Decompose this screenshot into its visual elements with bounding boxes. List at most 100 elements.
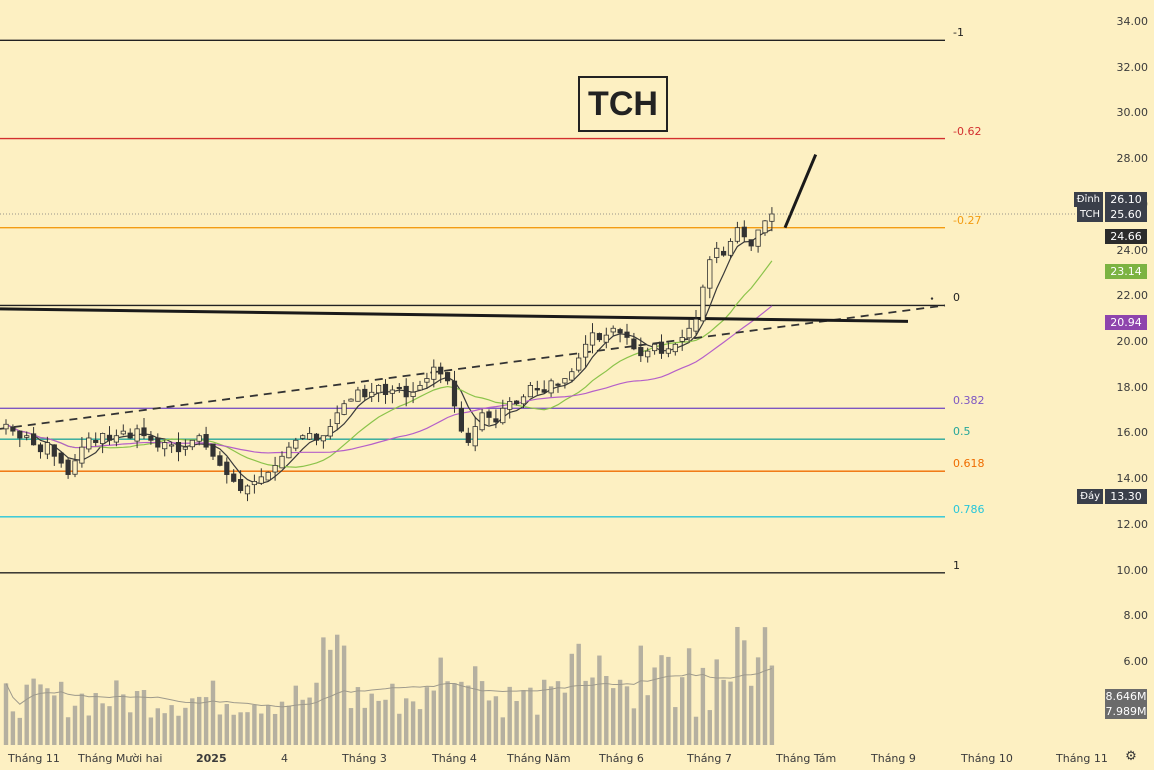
- candle-body: [65, 459, 71, 475]
- time-tick-label: Tháng 7: [687, 752, 732, 765]
- volume-bar: [314, 682, 319, 745]
- price-tick-label: 8.00: [1123, 609, 1149, 623]
- candle-body: [472, 426, 478, 447]
- volume-bar: [197, 696, 202, 745]
- candle-body: [748, 239, 754, 247]
- volume-bar: [252, 704, 257, 745]
- volume-bar: [259, 713, 264, 745]
- volume-bar: [597, 655, 602, 745]
- volume-bar: [24, 684, 29, 745]
- candle-body: [569, 371, 575, 381]
- candle-body: [396, 386, 402, 389]
- candle-body: [576, 357, 582, 371]
- candle-body: [237, 479, 244, 491]
- price-tick-label: 22.00: [1116, 289, 1149, 303]
- volume-bar: [203, 697, 209, 745]
- fib-level-label: 0: [953, 291, 960, 305]
- sma-long-line: [5, 305, 773, 454]
- volume-bar: [321, 637, 326, 745]
- volume-bar: [762, 627, 768, 745]
- candle-body: [244, 485, 251, 495]
- candle-body: [555, 383, 561, 386]
- price-tag-name: Đỉnh: [1073, 192, 1103, 207]
- volume-bar: [79, 693, 85, 745]
- time-tick-label: Tháng 11: [1056, 752, 1108, 765]
- candle-body: [734, 227, 741, 242]
- candle-body: [196, 435, 202, 442]
- candle-body: [175, 441, 182, 453]
- volume-bar: [231, 714, 236, 745]
- candle-body: [769, 213, 775, 222]
- volume-bar: [417, 709, 423, 745]
- volume-bar: [121, 694, 126, 745]
- candle-body: [141, 427, 147, 437]
- candle-body: [3, 423, 9, 430]
- volume-bar: [645, 695, 650, 745]
- candle-body: [507, 401, 513, 410]
- volume-bar: [569, 653, 574, 745]
- candle-body: [672, 343, 678, 353]
- price-tag-name: Đáy: [1077, 489, 1103, 504]
- volume-bar: [369, 693, 374, 745]
- candle-body: [686, 327, 692, 339]
- candle-body: [251, 481, 257, 486]
- time-tick-label: Tháng Năm: [507, 752, 571, 765]
- candle-body: [431, 366, 437, 380]
- volume-bar: [493, 696, 499, 745]
- volume-bar: [134, 691, 140, 745]
- volume-bar: [452, 683, 457, 745]
- volume-bar: [355, 687, 361, 745]
- volume-bar: [3, 683, 9, 745]
- candle-body: [265, 471, 271, 481]
- moving-averages: [5, 228, 773, 484]
- settings-icon[interactable]: ⚙: [1125, 749, 1137, 764]
- candle-body: [589, 332, 596, 346]
- price-tag: 26.10: [1105, 192, 1147, 207]
- volume-bar: [128, 712, 133, 745]
- volume-bar: [93, 693, 98, 745]
- volume-bar: [190, 698, 195, 745]
- volume-bar: [410, 701, 416, 745]
- volume-bar: [31, 678, 36, 745]
- volume-bar: [107, 706, 112, 745]
- volume-bar: [86, 715, 91, 745]
- volume-bar: [293, 685, 298, 745]
- candle-body: [700, 286, 706, 322]
- volume-bar: [728, 681, 733, 745]
- projection-line: [783, 153, 818, 229]
- candle-body: [514, 400, 520, 405]
- candle-body: [341, 403, 347, 415]
- volume-bar: [307, 697, 312, 745]
- volume-bar: [479, 681, 485, 745]
- candle-body: [93, 439, 99, 443]
- volume-tag: 8.646M: [1105, 689, 1147, 704]
- volume-bar: [486, 700, 492, 745]
- fib-level-label: 0.5: [953, 425, 971, 439]
- volume-bar: [769, 665, 775, 745]
- time-tick-label: Tháng Tám: [776, 752, 837, 765]
- candle-body: [707, 259, 713, 289]
- price-tick-label: 10.00: [1116, 563, 1149, 577]
- candle-body: [451, 380, 458, 407]
- time-tick-label: Tháng 11: [8, 752, 60, 765]
- candle-body: [306, 433, 313, 440]
- volume-bar: [466, 685, 471, 745]
- volume-bars: [3, 626, 775, 745]
- volume-bar: [548, 686, 554, 745]
- candle-body: [658, 341, 665, 354]
- volume-bar: [114, 680, 119, 745]
- candle-body: [645, 350, 651, 358]
- volume-bar: [17, 717, 22, 745]
- volume-bar: [562, 692, 568, 745]
- candle-body: [313, 433, 320, 441]
- volume-bar: [500, 717, 505, 745]
- volume-bar: [279, 701, 285, 745]
- volume-bar: [528, 687, 533, 745]
- candle-body: [465, 432, 471, 443]
- volume-bar: [431, 690, 436, 745]
- candle-body: [293, 439, 299, 449]
- candle-body: [444, 372, 451, 382]
- candle-body: [231, 473, 237, 482]
- candle-body: [665, 348, 672, 354]
